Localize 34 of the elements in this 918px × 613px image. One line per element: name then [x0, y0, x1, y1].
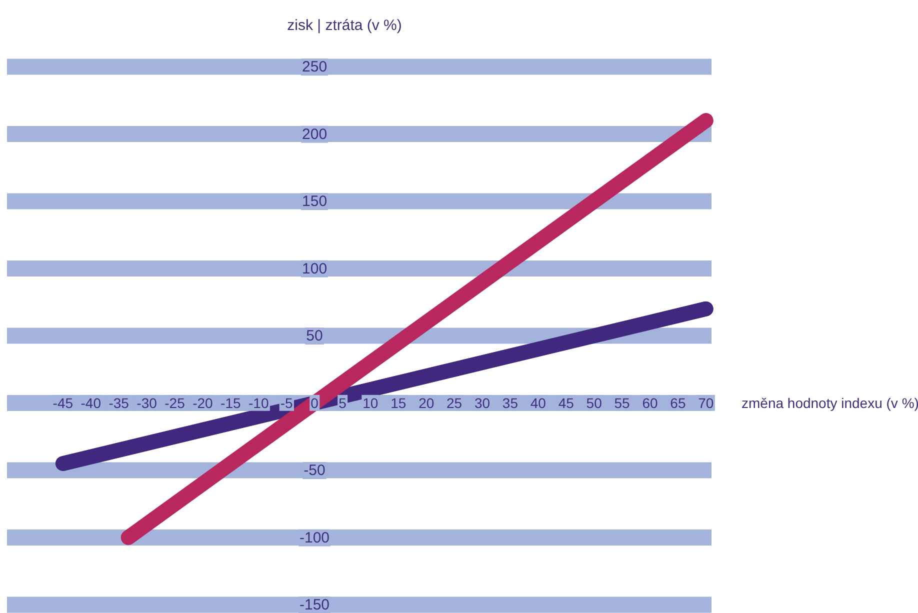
y-tick-label: -150	[300, 596, 330, 613]
x-tick-label: 25	[446, 394, 462, 411]
x-tick-label: 70	[698, 394, 714, 411]
x-tick-label: 55	[614, 394, 630, 411]
x-tick-label: 40	[530, 394, 546, 411]
y-axis-title: zisk | ztráta (v %)	[287, 17, 402, 34]
x-tick-label: 35	[502, 394, 518, 411]
x-tick-label: -5	[280, 394, 293, 411]
x-tick-label: -40	[80, 394, 102, 411]
x-tick-label: -45	[52, 394, 74, 411]
x-tick-label: 30	[474, 394, 490, 411]
x-tick-label: 65	[670, 394, 686, 411]
x-tick-label: -15	[220, 394, 241, 411]
x-tick-label: 15	[390, 394, 406, 411]
x-tick-label: 50	[586, 394, 602, 411]
x-tick-label: 0	[310, 394, 319, 411]
x-tick-label: -35	[108, 394, 130, 411]
x-axis-title: změna hodnoty indexu (v %)	[742, 394, 918, 411]
y-tick-label: 150	[302, 193, 328, 210]
x-tick-label: -20	[192, 394, 214, 411]
y-tick-label: -100	[300, 529, 330, 546]
y-tick-label: -50	[304, 462, 326, 480]
x-tick-label: 60	[642, 394, 658, 411]
y-tick-label: 200	[302, 126, 328, 143]
x-tick-label: -10	[248, 394, 269, 411]
x-tick-label: -30	[136, 394, 158, 411]
y-tick-label: 100	[302, 260, 328, 278]
x-tick-label: -25	[164, 394, 186, 411]
x-tick-label: 10	[362, 394, 378, 411]
y-tick-label: 50	[306, 328, 323, 345]
x-tick-label: 20	[418, 394, 434, 411]
x-tick-label: 5	[338, 394, 347, 411]
x-tick-label: 45	[558, 394, 574, 411]
y-tick-label: 250	[302, 58, 328, 76]
